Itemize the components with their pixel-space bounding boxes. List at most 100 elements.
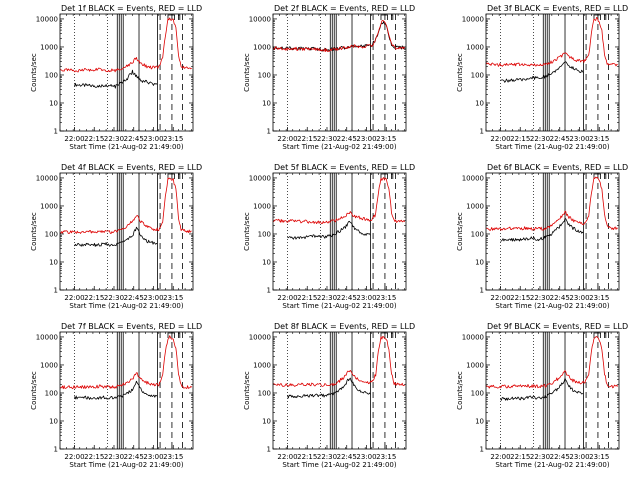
interval-bracket xyxy=(593,173,601,179)
x-tick-label: 22:00 xyxy=(490,453,510,461)
chart-title: Det 1f BLACK = Events, RED = LLD xyxy=(61,4,202,13)
interval-bracket xyxy=(380,14,388,20)
y-tick-label: 100 xyxy=(471,230,484,238)
x-axis-label: Start Time (21-Aug-02 21:49:00) xyxy=(495,143,609,151)
x-tick-label: 22:15 xyxy=(84,294,104,302)
interval-bracket xyxy=(391,14,394,20)
y-tick-label: 1000 xyxy=(40,361,58,369)
x-tick-label: 22:45 xyxy=(550,294,570,302)
y-tick-label: 10 xyxy=(49,258,58,266)
series-line-lld xyxy=(59,17,192,73)
plot-frame xyxy=(485,331,620,450)
series-line-lld xyxy=(272,19,405,53)
series-line-lld xyxy=(59,335,192,390)
x-tick-label: 23:15 xyxy=(163,294,183,302)
chart-title: Det 8f BLACK = Events, RED = LLD xyxy=(274,322,415,331)
y-tick-label: 100 xyxy=(471,71,484,79)
interval-bracket xyxy=(178,14,181,20)
x-tick-label: 22:30 xyxy=(104,294,124,302)
x-tick-label: 22:30 xyxy=(104,453,124,461)
interval-bracket xyxy=(380,173,388,179)
y-tick-label: 1 xyxy=(54,446,58,454)
x-tick-label: 22:00 xyxy=(490,135,510,143)
series-line-lld xyxy=(272,177,406,225)
series-line-events xyxy=(287,377,371,399)
y-tick-label: 10000 xyxy=(36,174,58,182)
y-axis-label: Counts/sec xyxy=(456,212,464,251)
x-tick-label: 22:00 xyxy=(64,294,84,302)
interval-bracket xyxy=(380,332,388,338)
x-tick-label: 23:15 xyxy=(589,294,609,302)
x-tick-label: 23:15 xyxy=(163,135,183,143)
x-tick-label: 22:15 xyxy=(510,453,530,461)
y-axis-label: Counts/sec xyxy=(456,371,464,410)
y-tick-label: 1000 xyxy=(253,43,271,51)
chart-panel-8: 1 10 100 1000 10000 22:00 22:15 22:30 22:45 23:00… xyxy=(243,322,415,469)
x-tick-label: 22:45 xyxy=(550,135,570,143)
plot-frame xyxy=(59,331,194,450)
y-tick-label: 10 xyxy=(262,258,271,266)
y-tick-label: 1 xyxy=(267,446,271,454)
x-tick-label: 22:00 xyxy=(277,294,297,302)
series-line-lld xyxy=(272,336,405,387)
y-axis-label: Counts/sec xyxy=(30,371,38,410)
x-axis-label: Start Time (21-Aug-02 21:49:00) xyxy=(495,302,609,310)
chart-panel-9: 1 10 100 1000 10000 22:00 22:15 22:30 22:45 23:00… xyxy=(456,322,628,469)
x-tick-label: 22:15 xyxy=(297,453,317,461)
plot-frame xyxy=(485,13,620,132)
plot-frame xyxy=(59,172,194,291)
chart-panel-4: 1 10 100 1000 10000 22:00 22:15 22:30 22:45 23:00… xyxy=(30,163,202,310)
y-tick-label: 1 xyxy=(54,128,58,136)
series-line-events xyxy=(74,226,158,247)
x-tick-label: 23:00 xyxy=(356,294,376,302)
x-tick-label: 22:30 xyxy=(317,135,337,143)
y-tick-label: 10000 xyxy=(462,174,484,182)
x-tick-label: 22:15 xyxy=(84,135,104,143)
y-tick-label: 1 xyxy=(480,446,484,454)
x-tick-label: 23:15 xyxy=(376,135,396,143)
x-axis-label: Start Time (21-Aug-02 21:49:00) xyxy=(69,461,183,469)
chart-panel-6: 1 10 100 1000 10000 22:00 22:15 22:30 22:45 23:00… xyxy=(456,163,628,310)
interval-bracket xyxy=(167,173,175,179)
x-tick-label: 23:00 xyxy=(143,135,163,143)
x-tick-label: 22:15 xyxy=(510,135,530,143)
y-tick-label: 1000 xyxy=(466,202,484,210)
interval-bracket xyxy=(604,14,607,20)
chart-panel-3: 1 10 100 1000 10000 22:00 22:15 22:30 22:45 23:00… xyxy=(456,4,628,151)
y-tick-label: 10 xyxy=(262,99,271,107)
series-line-lld xyxy=(59,177,192,235)
interval-bracket xyxy=(604,332,607,338)
x-tick-label: 22:00 xyxy=(277,453,297,461)
y-tick-label: 1000 xyxy=(253,361,271,369)
plot-frame xyxy=(485,172,620,291)
chart-title: Det 6f BLACK = Events, RED = LLD xyxy=(487,163,628,172)
plot-frame xyxy=(272,331,407,450)
y-tick-label: 1 xyxy=(480,287,484,295)
chart-title: Det 4f BLACK = Events, RED = LLD xyxy=(61,163,202,172)
series-line-events xyxy=(500,377,584,401)
x-tick-label: 22:30 xyxy=(317,453,337,461)
series-line-events xyxy=(74,380,158,400)
y-axis-label: Counts/sec xyxy=(243,212,251,251)
y-axis-label: Counts/sec xyxy=(456,53,464,92)
interval-bracket xyxy=(178,332,181,338)
x-tick-label: 22:30 xyxy=(530,135,550,143)
y-tick-label: 10000 xyxy=(462,15,484,23)
y-tick-label: 1000 xyxy=(466,361,484,369)
y-tick-label: 100 xyxy=(45,389,58,397)
y-tick-label: 10 xyxy=(49,99,58,107)
series-line-events xyxy=(500,218,584,242)
y-tick-label: 1 xyxy=(267,287,271,295)
x-tick-label: 22:45 xyxy=(124,135,144,143)
y-tick-label: 1000 xyxy=(466,43,484,51)
x-tick-label: 23:15 xyxy=(376,453,396,461)
y-axis-label: Counts/sec xyxy=(30,53,38,92)
y-tick-label: 10000 xyxy=(36,333,58,341)
y-tick-label: 10000 xyxy=(249,333,271,341)
x-tick-label: 22:15 xyxy=(84,453,104,461)
interval-bracket xyxy=(593,14,601,20)
series-line-lld xyxy=(485,16,618,67)
x-tick-label: 22:00 xyxy=(277,135,297,143)
y-tick-label: 1 xyxy=(54,287,58,295)
